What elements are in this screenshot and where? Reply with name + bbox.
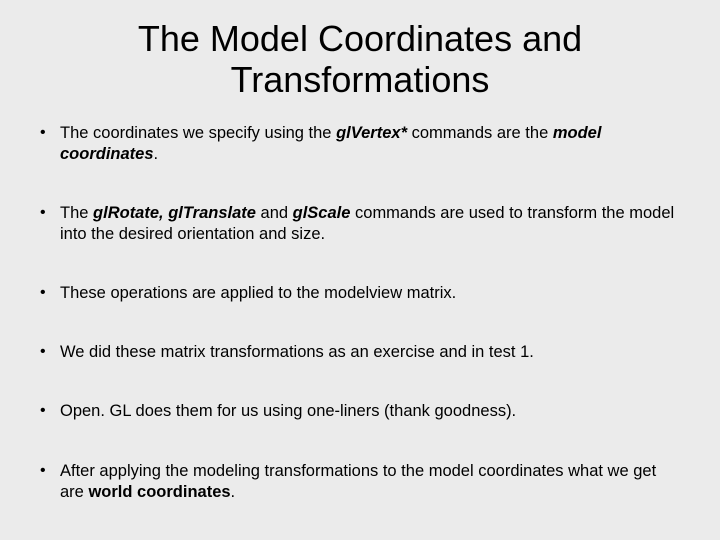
text-run: The coordinates we specify using the [60,124,336,142]
bullet-item: After applying the modeling transformati… [36,461,684,503]
bullet-item: The glRotate, glTranslate and glScale co… [36,203,684,245]
text-run: The [60,204,93,222]
bullet-item: These operations are applied to the mode… [36,283,684,304]
text-run: world coordinates [88,483,230,501]
text-run: Open. GL does them for us using one-line… [60,402,516,420]
title-line-2: Transformations [231,59,490,100]
text-run: We did these matrix transformations as a… [60,343,534,361]
text-run: glScale [293,204,355,222]
text-run: commands are the [412,124,553,142]
text-run: . [154,145,159,163]
bullet-item: Open. GL does them for us using one-line… [36,401,684,422]
slide-title: The Model Coordinates and Transformation… [36,18,684,101]
text-run: and [261,204,293,222]
text-run: glRotate, glTranslate [93,204,260,222]
bullet-item: We did these matrix transformations as a… [36,342,684,363]
text-run: These operations are applied to the mode… [60,284,456,302]
text-run: glVertex* [336,124,412,142]
text-run: . [231,483,236,501]
bullet-list: The coordinates we specify using the glV… [36,123,684,503]
title-line-1: The Model Coordinates and [138,18,582,59]
bullet-item: The coordinates we specify using the glV… [36,123,684,165]
